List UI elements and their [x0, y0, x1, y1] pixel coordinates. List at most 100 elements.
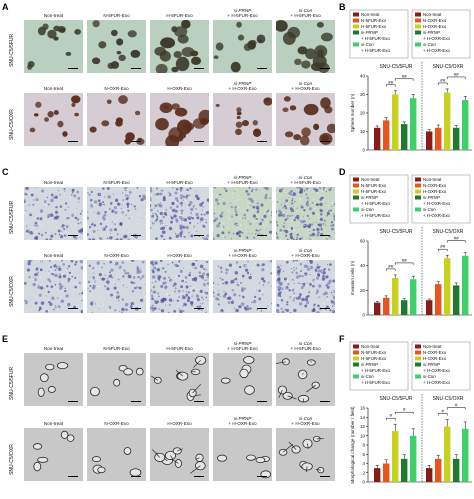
significance-bracket: [446, 76, 466, 79]
membrane-pore: [49, 194, 51, 196]
invasion-cell: [79, 212, 82, 215]
membrane-pore: [223, 221, 225, 223]
cell-body: [39, 373, 49, 383]
bar: [401, 124, 408, 150]
invasion-cell: [284, 229, 289, 234]
invasion-cell: [61, 260, 63, 262]
invasion-cell: [121, 261, 125, 264]
legend-swatch: [415, 30, 421, 35]
membrane-pore: [81, 231, 83, 233]
invasion-cell: [138, 286, 142, 290]
invasion-cell: [157, 276, 161, 280]
invasion-cell: [245, 268, 249, 272]
invasion-cell: [108, 305, 112, 309]
invasion-cell: [48, 238, 53, 240]
invasion-cell: [312, 284, 315, 288]
bar: [435, 127, 442, 150]
membrane-pore: [300, 237, 302, 239]
invasion-cell: [61, 230, 63, 233]
invasion-cell: [128, 190, 132, 194]
sphere-blob: [130, 49, 141, 58]
cell-protrusion: [150, 375, 158, 381]
membrane-pore: [59, 281, 61, 283]
membrane-pore: [150, 271, 151, 273]
membrane-pore: [248, 266, 250, 268]
invasion-cell: [248, 187, 251, 189]
invasion-cell: [49, 213, 54, 217]
invasion-cell: [300, 220, 304, 224]
invasion-cell: [327, 281, 331, 285]
sphere-blob: [57, 26, 66, 33]
legend-entry: Non-treat: [361, 344, 380, 349]
invasion-cell: [117, 299, 120, 302]
sphere-blob: [297, 46, 308, 55]
sphere-blob: [313, 123, 320, 130]
membrane-pore: [240, 276, 242, 278]
legend-swatch: [415, 350, 421, 355]
invasion-cell: [303, 223, 307, 228]
invasion-cell: [174, 290, 176, 293]
invasion-cell: [332, 311, 335, 313]
invasion-cell: [241, 217, 244, 220]
membrane-pore: [107, 225, 109, 227]
invasion-cell: [231, 215, 234, 218]
invasion-cell: [182, 309, 185, 313]
invasion-cell: [261, 263, 265, 267]
invasion-cell: [262, 294, 264, 296]
scale-bar: [194, 235, 204, 237]
legend-box: [349, 174, 409, 224]
invasion-cell: [230, 279, 234, 284]
invasion-cell: [236, 232, 239, 235]
invasion-cell: [88, 238, 92, 240]
column-label-line1: Non-treat: [43, 180, 64, 185]
membrane-pore: [188, 294, 190, 296]
invasion-cell: [121, 307, 125, 312]
membrane-pore: [244, 282, 246, 284]
invasion-cell: [200, 213, 203, 216]
membrane-pore: [197, 288, 199, 290]
invasion-cell: [289, 235, 293, 239]
membrane-pore: [168, 216, 170, 218]
invasion-cell: [63, 188, 66, 190]
legend-entry: + H-OXR-Exo: [423, 48, 451, 53]
invasion-cell: [291, 199, 293, 202]
cell-protrusion: [170, 455, 174, 460]
invasion-cell: [255, 229, 258, 232]
membrane-pore: [281, 278, 283, 280]
invasion-cell: [264, 193, 268, 197]
cell-body: [37, 456, 49, 463]
invasion-cell: [127, 238, 131, 240]
membrane-pore: [317, 269, 319, 271]
row-label: SNU-C5/OXR: [9, 276, 15, 307]
invasion-cell: [24, 199, 27, 202]
membrane-pore: [241, 300, 243, 302]
invasion-cell: [258, 221, 263, 226]
invasion-cell: [330, 224, 333, 227]
invasion-cell: [238, 305, 242, 309]
legend-swatch: [353, 177, 359, 182]
column-label-line1: N-5FUR-Exo: [103, 346, 130, 351]
invasion-cell: [230, 300, 235, 305]
sphere-blob: [241, 120, 249, 127]
invasion-cell: [102, 277, 106, 281]
significance-bracket: [394, 262, 414, 265]
invasion-cell: [120, 207, 122, 209]
invasion-cell: [96, 261, 100, 265]
membrane-pore: [150, 197, 152, 199]
invasion-cell: [236, 283, 238, 286]
legend-swatch: [415, 12, 421, 17]
invasion-cell: [164, 278, 166, 280]
membrane-pore: [334, 199, 335, 201]
invasion-cell: [168, 295, 171, 297]
legend-swatch: [353, 18, 359, 23]
invasion-cell: [309, 282, 312, 286]
invasion-cell: [220, 270, 223, 274]
legend-swatch: [415, 42, 421, 47]
membrane-pore: [71, 214, 73, 216]
invasion-cell: [291, 194, 293, 196]
membrane-pore: [160, 265, 162, 267]
membrane-pore: [157, 239, 159, 240]
membrane-pore: [169, 196, 171, 198]
invasion-cell: [251, 232, 253, 235]
invasion-cell: [322, 187, 325, 189]
